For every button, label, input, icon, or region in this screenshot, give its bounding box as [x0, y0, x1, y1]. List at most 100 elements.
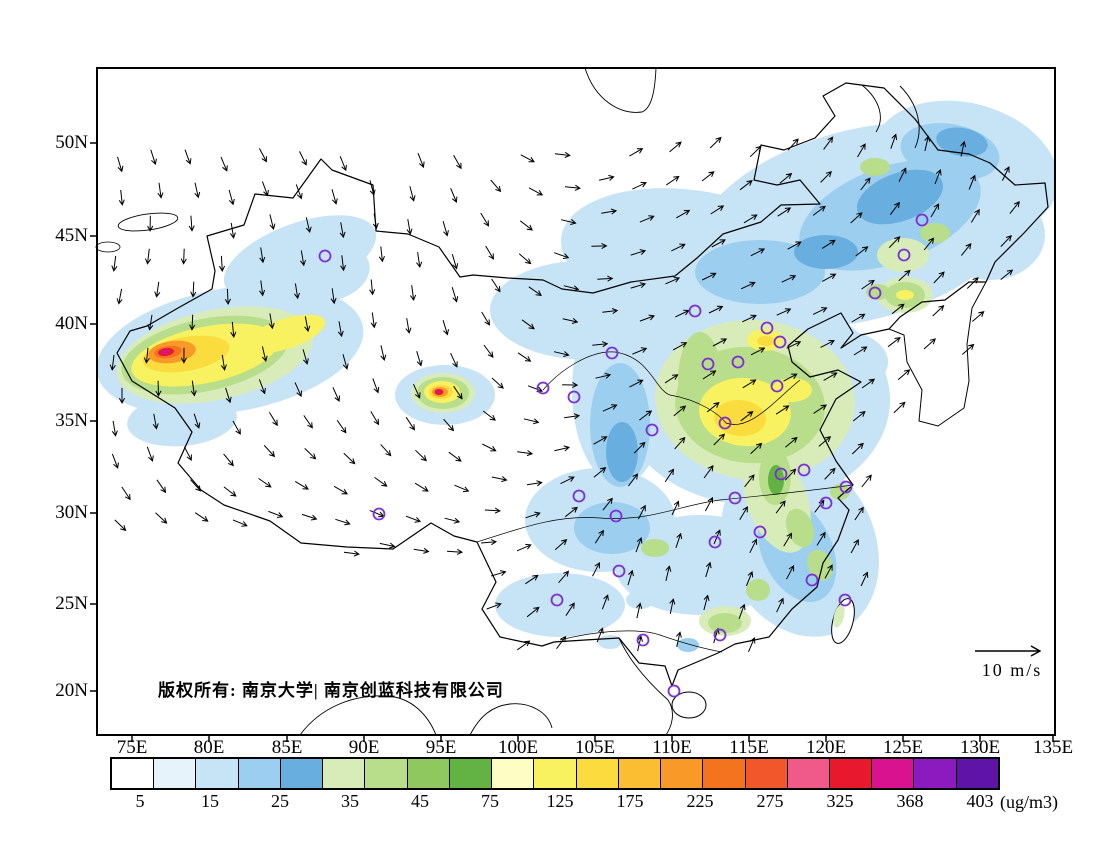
lat-tick-label: 50N	[55, 132, 88, 153]
city-marker	[612, 564, 626, 578]
colorbar-cell	[238, 759, 281, 788]
colorbar-cell	[661, 759, 704, 788]
pm10-region	[746, 579, 770, 601]
pm10-region	[714, 399, 766, 437]
colorbar-tick-label: 35	[341, 791, 359, 811]
colorbar-cell	[745, 759, 788, 788]
pm10-concentration-layer	[96, 100, 1059, 652]
colorbar-cell	[323, 759, 366, 788]
colorbar-tick-label: 45	[411, 791, 429, 811]
lake-balkhash-outline	[117, 212, 179, 232]
pm10-region	[860, 158, 890, 176]
colorbar-tick-label: 275	[756, 791, 784, 811]
pm10-region	[794, 235, 858, 269]
pm10-region	[772, 378, 812, 402]
pm10-region	[785, 508, 815, 548]
pm10-region	[598, 635, 622, 649]
colorbar-tick-label: 225	[686, 791, 714, 811]
pm10-region	[936, 127, 988, 157]
pm10-region	[435, 389, 441, 393]
colorbar-tick-label: 125	[546, 791, 574, 811]
colorbar-cell	[112, 759, 155, 788]
lon-tick-label: 100E	[497, 737, 539, 758]
korea-coastline	[888, 281, 987, 427]
frame-mask-strip	[0, 735, 1100, 850]
colorbar-cell	[492, 759, 535, 788]
city-marker	[760, 321, 774, 335]
pm10-region	[244, 314, 326, 354]
city-marker	[572, 489, 586, 503]
city-marker	[797, 463, 811, 477]
pm10-region	[606, 422, 638, 482]
colorbar-tick-label: 5	[135, 791, 145, 811]
city-marker	[372, 507, 386, 521]
city-marker	[838, 593, 852, 607]
colorbar-tick-label: 325	[826, 791, 854, 811]
lon-tick-label: 120E	[805, 737, 847, 758]
pm10-region	[161, 349, 169, 355]
frame-mask-strip	[0, 68, 97, 735]
lon-tick-label: 115E	[729, 737, 769, 758]
colorbar-tick-label: 368	[896, 791, 924, 811]
city-marker	[636, 633, 650, 647]
city-marker	[770, 379, 784, 393]
colorbar-tick-label: 175	[616, 791, 644, 811]
colorbar-cell	[154, 759, 197, 788]
frame-mask-strip	[0, 0, 1100, 68]
lon-tick-label: 125E	[882, 737, 924, 758]
lat-tick-label: 40N	[55, 313, 88, 334]
colorbar-cell	[407, 759, 450, 788]
pm10-region	[708, 613, 742, 633]
pm10-region	[127, 393, 237, 447]
wind-arrows	[109, 133, 1020, 652]
wind-speed-legend-arrow	[975, 645, 1042, 657]
lon-tick-label: 75E	[116, 737, 148, 758]
colorbar-cell	[449, 759, 493, 788]
lon-tick-label: 85E	[271, 737, 303, 758]
vietnam-coastline	[618, 637, 673, 736]
city-marker	[536, 381, 550, 395]
city-marker	[897, 248, 911, 262]
lake-baikal-outline	[584, 67, 657, 113]
pm10-region	[768, 465, 784, 495]
city-marker	[819, 496, 833, 510]
lon-tick-label: 90E	[348, 737, 380, 758]
lake-outline	[95, 241, 121, 253]
lon-tick-label: 105E	[574, 737, 616, 758]
city-marker	[645, 423, 659, 437]
lat-tick-label: 25N	[55, 593, 88, 614]
south-asia-coastlines	[299, 695, 553, 736]
city-marker	[731, 355, 745, 369]
pm10-region	[695, 240, 825, 304]
map-frame	[96, 67, 1056, 736]
pm10-region	[677, 638, 699, 652]
city-marker	[713, 628, 727, 642]
colorbar-cell	[914, 759, 957, 788]
city-marker	[728, 491, 742, 505]
taiwan-fill	[833, 604, 845, 628]
city-marker	[318, 249, 332, 263]
lat-tick-label: 35N	[55, 410, 88, 431]
colorbar-cell	[365, 759, 408, 788]
colorbar-cell	[787, 759, 830, 788]
lat-tick-label: 30N	[55, 502, 88, 523]
yellow-river	[542, 351, 801, 425]
pm10-region	[641, 539, 669, 557]
pm10-region	[896, 290, 914, 300]
colorbar-cell	[576, 759, 619, 788]
lon-tick-label: 130E	[959, 737, 1001, 758]
wind-vector-layer	[109, 133, 1020, 652]
city-marker	[567, 390, 581, 404]
colorbar-cell	[534, 759, 577, 788]
colorbar-labels: 5 15 25 35 45 75 125 175 225 275 325 368 403	[0, 791, 1100, 817]
frame-mask-strip	[1055, 68, 1100, 735]
city-marker-layer	[318, 213, 929, 698]
lat-tick-label: 45N	[55, 225, 88, 246]
city-marker	[915, 213, 929, 227]
colorbar-cell	[956, 759, 998, 788]
pm10-region	[856, 169, 944, 225]
lon-tick-label: 80E	[193, 737, 225, 758]
colorbar-cell	[618, 759, 662, 788]
